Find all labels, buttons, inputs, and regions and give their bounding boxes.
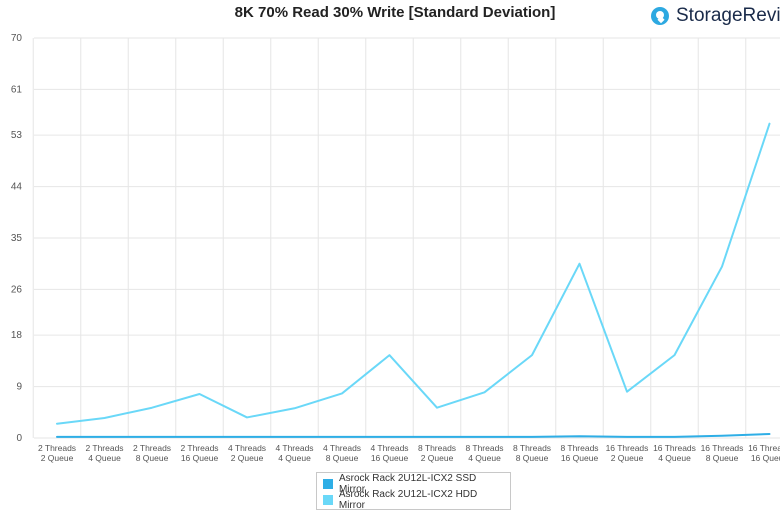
chart-legend: Asrock Rack 2U12L-ICX2 SSD Mirror Asrock… <box>316 472 511 511</box>
brand-name: StorageReview <box>676 5 780 26</box>
x-tick-label: 8 Threads 8 Queue <box>513 443 551 463</box>
x-tick-label: 16 Threads 8 Queue <box>701 443 744 463</box>
x-tick-label: 4 Threads 2 Queue <box>228 443 266 463</box>
x-tick-label: 2 Threads 16 Queue <box>180 443 218 463</box>
y-tick-label: 61 <box>11 84 23 95</box>
series-lines <box>56 122 771 438</box>
x-tick-label: 2 Threads 2 Queue <box>38 443 76 463</box>
legend-label-ssd: Asrock Rack 2U12L-ICX2 SSD Mirror <box>338 473 477 495</box>
x-axis-tick-labels: 2 Threads 2 Queue 2 Threads 4 Queue 2 Thread… <box>38 443 780 463</box>
y-tick-label: 26 <box>11 284 23 295</box>
x-tick-label: 16 Threads 2 Queue <box>606 443 649 463</box>
x-tick-label: 8 Threads 16 Queue <box>560 443 598 463</box>
x-tick-label: 8 Threads 4 Queue <box>465 443 503 463</box>
y-tick-label: 18 <box>11 330 23 341</box>
legend-item-ssd[interactable]: Asrock Rack 2U12L-ICX2 SSD Mirror <box>323 473 504 495</box>
x-tick-label: 16 Threads 4 Queue <box>653 443 696 463</box>
y-tick-label: 44 <box>11 182 23 193</box>
y-tick-label: 9 <box>16 382 22 393</box>
x-tick-label: 4 Threads 16 Queue <box>370 443 408 463</box>
grid-lines <box>32 37 780 439</box>
series-line-hdd <box>56 122 771 425</box>
x-tick-label: 2 Threads 8 Queue <box>133 443 171 463</box>
brand-logo: StorageReview <box>650 5 780 27</box>
x-tick-label: 4 Threads 8 Queue <box>323 443 361 463</box>
y-tick-label: 0 <box>16 433 22 444</box>
legend-label-hdd: Asrock Rack 2U12L-ICX2 HDD Mirror <box>338 489 478 511</box>
x-tick-label: 2 Threads 4 Queue <box>85 443 123 463</box>
legend-item-hdd[interactable]: Asrock Rack 2U12L-ICX2 HDD Mirror <box>323 489 504 511</box>
x-tick-label: 8 Threads 2 Queue <box>418 443 456 463</box>
legend-swatch-ssd <box>323 479 333 489</box>
y-tick-label: 53 <box>11 130 23 141</box>
y-tick-label: 35 <box>11 233 23 244</box>
legend-swatch-hdd <box>323 495 333 505</box>
storagereview-logo-icon <box>651 7 669 25</box>
y-axis-tick-labels: 0 9 18 26 35 44 53 61 70 <box>11 33 23 444</box>
y-tick-label: 70 <box>11 33 23 44</box>
x-tick-label: 4 Threads 4 Queue <box>275 443 313 463</box>
series-line-ssd <box>56 433 771 438</box>
chart-title: 8K 70% Read 30% Write [Standard Deviatio… <box>234 4 556 21</box>
